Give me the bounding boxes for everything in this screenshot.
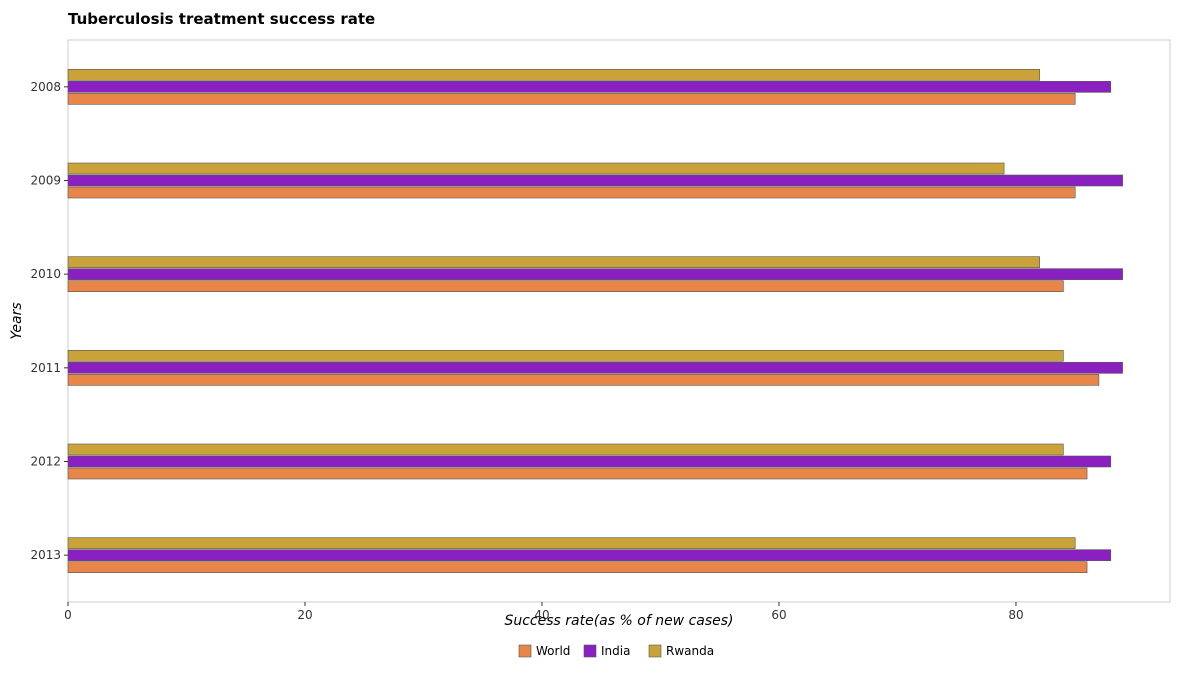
legend-swatch-world — [518, 644, 532, 658]
bar-world-2012 — [67, 467, 1088, 480]
y-axis-label: Years — [9, 302, 25, 339]
x-tick-label: 0 — [64, 608, 72, 622]
chart-title: Tuberculosis treatment success rate — [68, 10, 375, 28]
x-tick-label: 40 — [534, 608, 549, 622]
x-tick-label: 20 — [297, 608, 312, 622]
bar-world-2010 — [67, 280, 1064, 292]
y-tick-label: 2013 — [30, 548, 61, 562]
x-axis: 0 20 40 60 80 — [64, 602, 1024, 622]
legend-swatch-rwanda — [648, 644, 662, 658]
y-tick-label: 2012 — [30, 455, 61, 469]
legend-label-india: India — [601, 644, 630, 658]
bar-rwanda-2009 — [67, 162, 1005, 175]
bar-rwanda-2011 — [67, 350, 1064, 362]
legend-label-rwanda: Rwanda — [666, 644, 714, 658]
legend: World India Rwanda — [518, 644, 714, 658]
bar-world-2011 — [67, 374, 1100, 386]
bar-india-2008 — [67, 81, 1112, 93]
bar-rwanda-2010 — [67, 256, 1040, 268]
y-tick-label: 2011 — [30, 361, 61, 375]
bar-rwanda-2013 — [67, 537, 1076, 549]
y-tick-label: 2008 — [30, 80, 61, 94]
bar-world-2009 — [67, 186, 1076, 199]
bar-world-2013 — [67, 561, 1088, 573]
bar-india-2011 — [67, 362, 1123, 374]
x-axis-label: Success rate(as % of new cases) — [504, 613, 733, 629]
bar-rwanda-2012 — [67, 443, 1064, 456]
bar-india-2009 — [67, 174, 1123, 187]
legend-label-world: World — [536, 644, 570, 658]
bar-rwanda-2008 — [67, 69, 1040, 81]
y-tick-label: 2009 — [30, 174, 61, 188]
bars-group — [67, 69, 1123, 573]
x-tick-label: 60 — [771, 608, 786, 622]
y-tick-label: 2010 — [30, 267, 61, 281]
bar-india-2013 — [67, 549, 1112, 561]
bar-india-2010 — [67, 268, 1123, 280]
plot-frame — [67, 39, 1171, 603]
x-tick-label: 80 — [1008, 608, 1023, 622]
bar-india-2012 — [67, 455, 1112, 468]
legend-swatch-india — [583, 644, 597, 658]
bar-world-2008 — [67, 93, 1076, 105]
y-axis: 2008 2009 2010 2011 2012 2013 — [30, 80, 68, 562]
